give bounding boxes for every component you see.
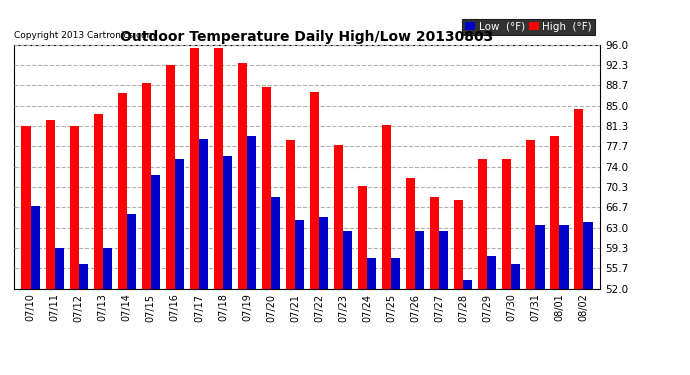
Bar — [175, 159, 184, 289]
Bar — [511, 264, 520, 289]
Bar — [526, 140, 535, 289]
Bar — [94, 114, 103, 289]
Bar — [463, 280, 473, 289]
Bar — [391, 258, 400, 289]
Bar — [574, 109, 584, 289]
Bar — [535, 225, 544, 289]
Bar — [271, 197, 280, 289]
Bar — [127, 214, 136, 289]
Bar — [551, 136, 560, 289]
Bar — [151, 175, 160, 289]
Bar — [295, 219, 304, 289]
Bar — [55, 248, 63, 289]
Bar — [199, 139, 208, 289]
Bar — [440, 231, 449, 289]
Bar — [478, 159, 487, 289]
Bar — [319, 217, 328, 289]
Bar — [343, 231, 352, 289]
Bar — [406, 178, 415, 289]
Text: Copyright 2013 Cartronics.com: Copyright 2013 Cartronics.com — [14, 31, 155, 40]
Bar — [358, 186, 367, 289]
Bar — [310, 92, 319, 289]
Bar — [560, 225, 569, 289]
Bar — [21, 126, 30, 289]
Bar — [247, 136, 256, 289]
Bar — [502, 159, 511, 289]
Bar — [430, 197, 440, 289]
Bar — [415, 231, 424, 289]
Bar — [103, 248, 112, 289]
Bar — [141, 83, 151, 289]
Legend: Low  (°F), High  (°F): Low (°F), High (°F) — [462, 18, 595, 35]
Bar — [30, 206, 40, 289]
Bar — [166, 66, 175, 289]
Bar — [238, 63, 247, 289]
Bar — [117, 93, 127, 289]
Bar — [223, 156, 232, 289]
Bar — [382, 125, 391, 289]
Bar — [46, 120, 55, 289]
Bar — [367, 258, 376, 289]
Bar — [334, 145, 343, 289]
Bar — [487, 255, 497, 289]
Bar — [584, 222, 593, 289]
Bar — [454, 200, 463, 289]
Bar — [70, 126, 79, 289]
Title: Outdoor Temperature Daily High/Low 20130803: Outdoor Temperature Daily High/Low 20130… — [121, 30, 493, 44]
Bar — [214, 48, 223, 289]
Bar — [286, 140, 295, 289]
Bar — [262, 87, 271, 289]
Bar — [79, 264, 88, 289]
Bar — [190, 48, 199, 289]
